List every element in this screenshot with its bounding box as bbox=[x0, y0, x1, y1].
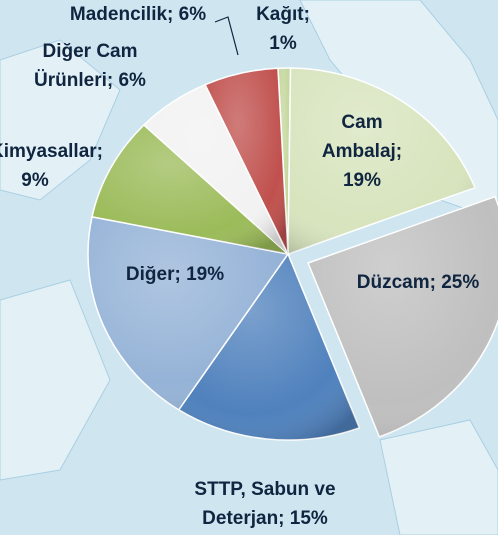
data-label: Kimyasallar; bbox=[0, 141, 103, 162]
pie bbox=[87, 67, 498, 441]
data-label: Diğer; 19% bbox=[126, 264, 224, 285]
slice-shade bbox=[178, 254, 360, 441]
data-label: Kağıt; bbox=[256, 4, 310, 25]
slice-shade bbox=[205, 68, 288, 254]
data-label: Cam bbox=[341, 112, 382, 133]
data-label: Ambalaj; bbox=[322, 141, 402, 162]
data-label: Madencilik; 6% bbox=[70, 4, 206, 25]
slice-shade bbox=[92, 124, 288, 254]
data-label: Düzcam; 25% bbox=[357, 272, 480, 293]
leader-line bbox=[214, 16, 239, 56]
data-label: 1% bbox=[269, 33, 297, 54]
slice-shade bbox=[88, 216, 288, 410]
data-label: Ürünleri; 6% bbox=[34, 70, 146, 91]
data-label: STTP, Sabun ve bbox=[194, 479, 335, 500]
slice-shade bbox=[288, 68, 475, 255]
data-label: Diğer Cam bbox=[42, 41, 137, 62]
slice-shade bbox=[143, 84, 288, 254]
data-label: 19% bbox=[343, 170, 381, 191]
slice-shade bbox=[308, 196, 498, 437]
labels: Kağıt; 1% Cam Ambalaj; 19% Düzcam; 25% STTP, S… bbox=[0, 4, 479, 529]
data-label: 9% bbox=[21, 170, 49, 191]
data-label: Deterjan; 15% bbox=[202, 508, 328, 529]
